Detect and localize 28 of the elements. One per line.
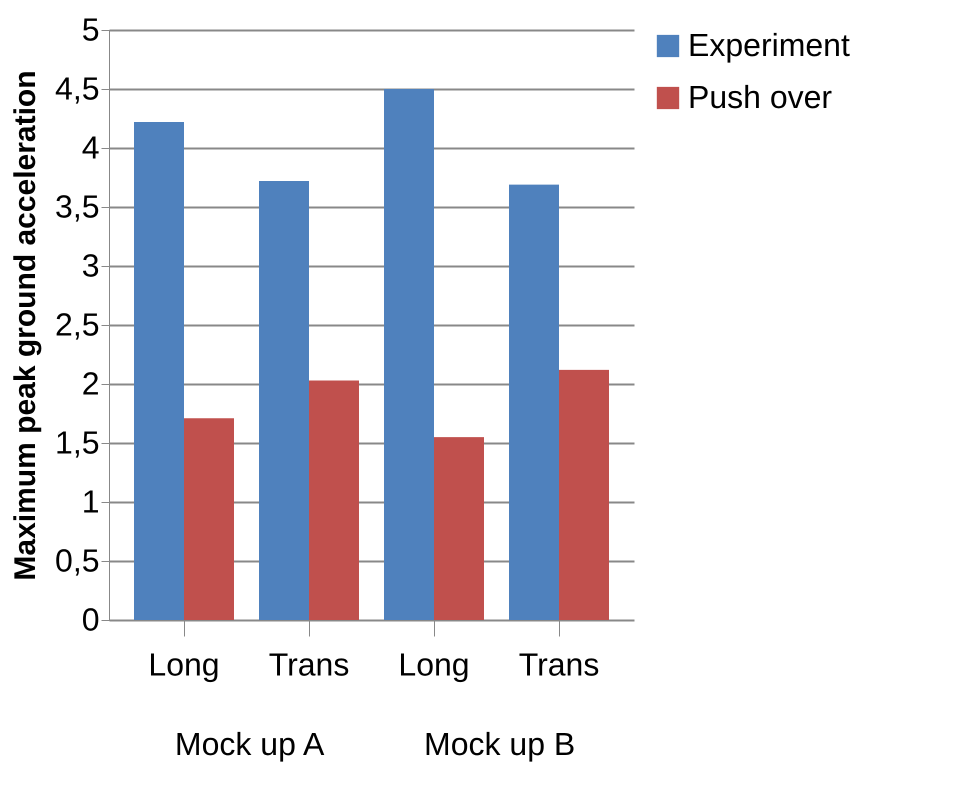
y-tick-label: 3 — [82, 248, 100, 284]
x-tick-label: Trans — [518, 646, 600, 682]
text: Mock up A — [174, 726, 325, 762]
y-tick-label: 4 — [82, 130, 100, 166]
y-tick-label: 3,5 — [55, 188, 100, 224]
x-tick-label: Long — [398, 646, 470, 682]
x-tick-label: Long — [148, 646, 220, 682]
bar — [309, 380, 359, 620]
y-tick-label: 5 — [82, 12, 100, 48]
y-tick-label: 1,5 — [55, 424, 100, 460]
text: Mock up B — [424, 726, 576, 762]
x-tick-label: Trans — [268, 646, 350, 682]
bar — [559, 370, 609, 620]
y-tick-label: 2,5 — [55, 306, 100, 342]
y-axis-title: Maximum peak ground acceleration — [9, 70, 42, 581]
legend-label: Push over — [688, 79, 832, 115]
y-tick-label: 0 — [82, 602, 100, 638]
bar — [184, 418, 234, 620]
y-tick-label: 0,5 — [55, 542, 100, 578]
bar — [134, 122, 184, 620]
bar — [259, 181, 309, 620]
bar — [384, 89, 434, 620]
y-tick-label: 1 — [82, 484, 100, 520]
bar — [434, 437, 484, 620]
legend-label: Experiment — [688, 27, 850, 63]
y-tick-label: 4,5 — [55, 70, 100, 106]
y-tick-label: 2 — [82, 366, 100, 402]
bar — [509, 184, 559, 620]
